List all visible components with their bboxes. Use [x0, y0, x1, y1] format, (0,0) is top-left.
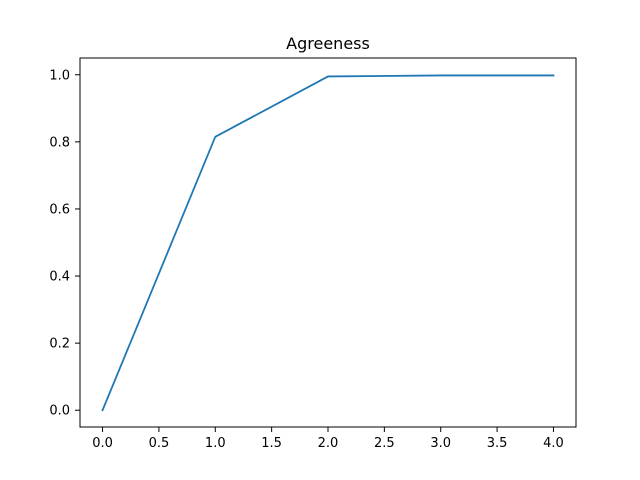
series-line	[101, 74, 555, 412]
y-tick-label: 0.4	[49, 270, 70, 285]
x-tick-label: 1.5	[261, 436, 282, 451]
y-tick-label: 1.0	[49, 68, 70, 83]
y-tick-label: 0.2	[49, 337, 70, 352]
chart-title: Agreeness	[286, 34, 370, 53]
x-tick-label: 2.0	[318, 436, 339, 451]
x-tick-label: 1.0	[205, 436, 226, 451]
y-tick-label: 0.6	[49, 202, 70, 217]
x-tick-label: 0.5	[149, 436, 170, 451]
series-layer	[101, 74, 555, 412]
y-tick-label: 0.0	[49, 404, 70, 419]
x-tick-label: 3.5	[487, 436, 508, 451]
y-tick-label: 0.8	[49, 135, 70, 150]
x-axis: 0.0 0.5 1.0 1.5 2.0 2.5 3.0 3.5 4.0	[92, 427, 564, 451]
y-axis: 0.0 0.2 0.4 0.6 0.8 1.0	[49, 68, 80, 419]
x-tick-label: 2.5	[374, 436, 395, 451]
x-tick-label: 4.0	[543, 436, 564, 451]
x-tick-label: 0.0	[92, 436, 113, 451]
x-tick-label: 3.0	[430, 436, 451, 451]
